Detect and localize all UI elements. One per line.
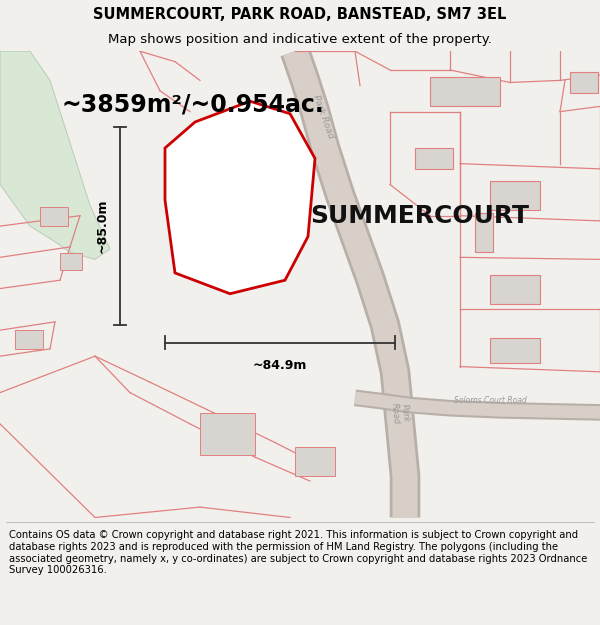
Text: ~3859m²/~0.954ac.: ~3859m²/~0.954ac. <box>62 93 325 117</box>
Text: Park
Road: Park Road <box>389 402 410 425</box>
Polygon shape <box>165 101 315 294</box>
Bar <box>200 413 255 455</box>
Text: Soloms Court Road: Soloms Court Road <box>454 396 526 406</box>
Text: Map shows position and indicative extent of the property.: Map shows position and indicative extent… <box>108 34 492 46</box>
Text: SUMMERCOURT, PARK ROAD, BANSTEAD, SM7 3EL: SUMMERCOURT, PARK ROAD, BANSTEAD, SM7 3E… <box>94 7 506 22</box>
Text: Contains OS data © Crown copyright and database right 2021. This information is : Contains OS data © Crown copyright and d… <box>9 531 587 575</box>
Text: ~85.0m: ~85.0m <box>95 199 109 253</box>
Bar <box>40 208 68 226</box>
Text: Park Road: Park Road <box>311 94 335 140</box>
Polygon shape <box>0 51 110 259</box>
Bar <box>430 78 500 106</box>
Text: ~84.9m: ~84.9m <box>253 359 307 372</box>
Bar <box>490 339 540 364</box>
Bar <box>15 330 43 349</box>
Bar <box>60 253 82 270</box>
Text: SUMMERCOURT: SUMMERCOURT <box>311 204 530 228</box>
Bar <box>475 213 493 252</box>
Bar <box>490 181 540 211</box>
Bar <box>295 447 335 476</box>
Bar <box>490 275 540 304</box>
Bar <box>570 72 598 93</box>
Bar <box>415 148 453 169</box>
